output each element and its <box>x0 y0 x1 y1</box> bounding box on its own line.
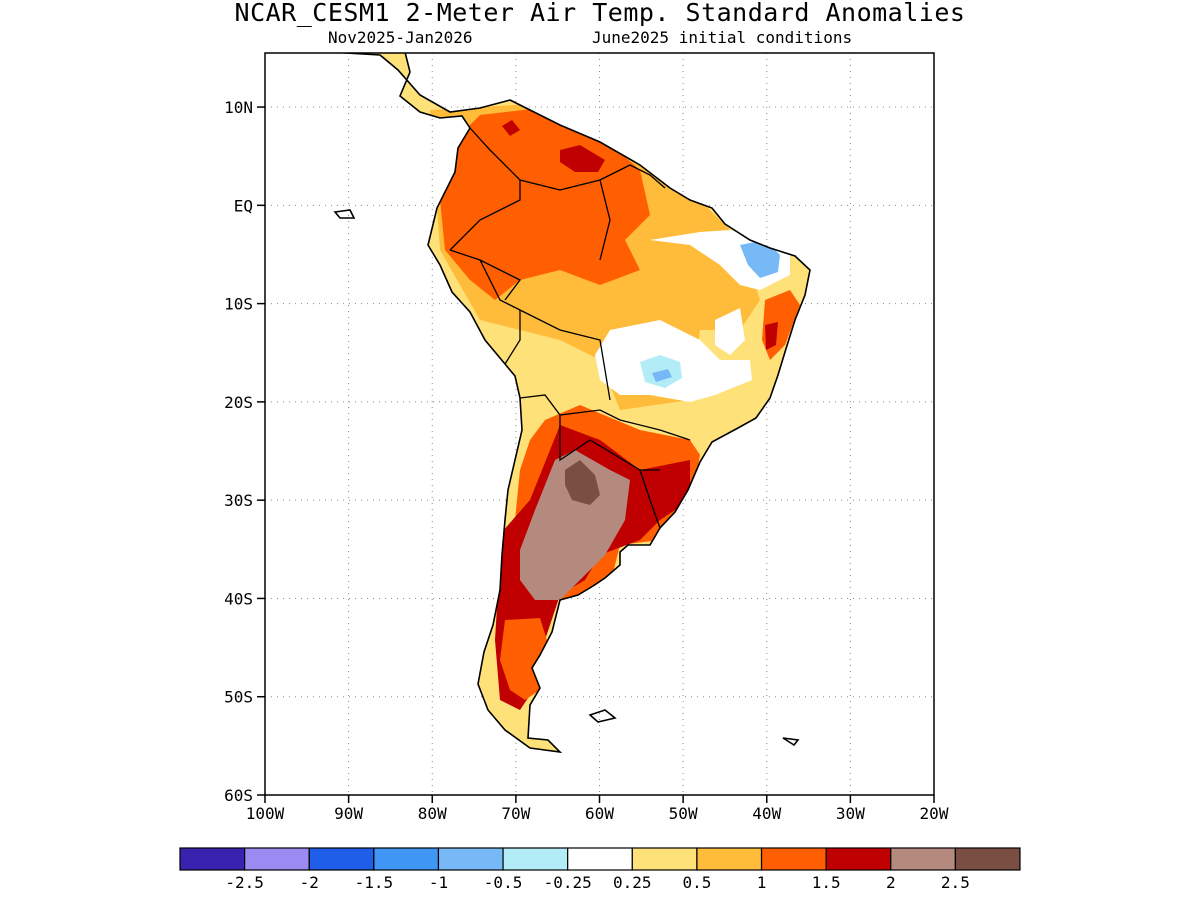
anomaly-red-venezuela <box>560 145 605 172</box>
lon-tick-label: 90W <box>334 804 363 823</box>
lon-tick-label: 50W <box>669 804 698 823</box>
anomaly-neutral-ne2 <box>715 308 745 355</box>
anomaly-brown-light <box>520 450 630 600</box>
colorbar-label: 2.5 <box>941 873 970 892</box>
colorbar-swatch <box>567 847 633 871</box>
coastline <box>333 53 811 754</box>
map-title: NCAR_CESM1 2-Meter Air Temp. Standard An… <box>234 0 966 27</box>
longitude-axis: 100W 90W 80W 70W 60W 50W 40W 30W 20W <box>246 795 949 823</box>
lat-tick-label: 50S <box>224 688 253 707</box>
anomaly-cool-central-core <box>652 369 672 382</box>
anomaly-red-venezuela-2 <box>502 120 520 136</box>
colorbar-label: -1 <box>429 873 448 892</box>
colorbar-label: -0.25 <box>544 873 592 892</box>
colorbar-swatch <box>954 847 1021 871</box>
colorbar-swatch <box>502 847 569 871</box>
colorbar-swatch <box>244 847 310 871</box>
lon-tick-label: 40W <box>752 804 781 823</box>
colorbar-swatch <box>308 847 375 871</box>
colorbar-swatch <box>760 847 827 871</box>
colorbar-label: -1.5 <box>355 873 394 892</box>
lon-tick-label: 60W <box>585 804 614 823</box>
anomaly-brown-dark <box>565 460 600 505</box>
anomaly-red-east <box>765 322 778 350</box>
latitude-axis: 10N EQ 10S 20S 30S 40S 50S 60S <box>224 98 265 805</box>
colorbar-label: -2 <box>300 873 319 892</box>
colorbar-swatch <box>437 847 504 871</box>
colorbar-swatch <box>631 847 698 871</box>
colorbar-label: 0.25 <box>613 873 652 892</box>
colorbar-swatch <box>179 847 246 871</box>
lon-tick-label: 80W <box>418 804 447 823</box>
colorbar-label: -2.5 <box>225 873 264 892</box>
lat-tick-label: 20S <box>224 393 253 412</box>
colorbar: -2.5 -2 -1.5 -1 -0.5 -0.25 0.25 0.5 1 1.5 2 2.5 <box>179 847 1021 892</box>
lon-tick-label: 30W <box>836 804 865 823</box>
lat-tick-label: 60S <box>224 786 253 805</box>
lat-tick-label: EQ <box>234 196 253 215</box>
colorbar-label: 1 <box>757 873 767 892</box>
lon-tick-label: 100W <box>246 804 285 823</box>
lat-tick-label: 10N <box>224 98 253 117</box>
forecast-period: Nov2025-Jan2026 <box>328 28 473 47</box>
lat-tick-label: 30S <box>224 491 253 510</box>
initial-conditions: June2025 initial conditions <box>592 28 853 47</box>
colorbar-label: 0.5 <box>682 873 711 892</box>
colorbar-label: 2 <box>886 873 896 892</box>
colorbar-label: 1.5 <box>812 873 841 892</box>
colorbar-swatch <box>890 847 956 871</box>
anomaly-cool-ne <box>740 240 780 278</box>
colorbar-swatch <box>373 847 440 871</box>
lon-tick-label: 70W <box>501 804 530 823</box>
colorbar-label: -0.5 <box>484 873 523 892</box>
colorbar-swatch <box>825 847 892 871</box>
lon-tick-label: 20W <box>920 804 949 823</box>
colorbar-swatch <box>696 847 763 871</box>
lat-tick-label: 10S <box>224 295 253 314</box>
lat-tick-label: 40S <box>224 589 253 608</box>
